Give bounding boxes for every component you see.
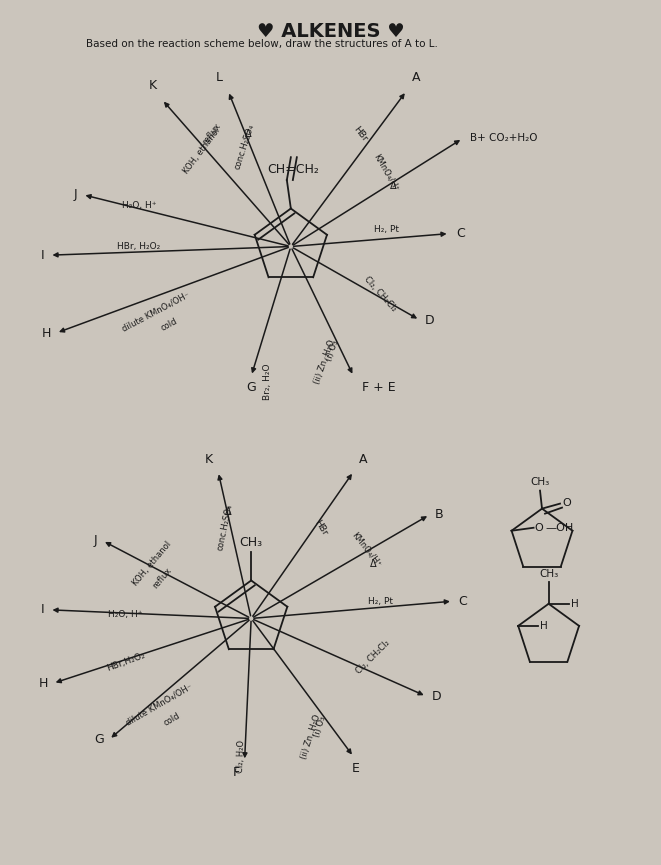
Text: G: G xyxy=(95,733,104,746)
Text: E: E xyxy=(352,762,360,775)
Text: H₂O, H⁺: H₂O, H⁺ xyxy=(108,610,143,618)
Text: Δ: Δ xyxy=(225,507,231,517)
Text: (i) O₃: (i) O₃ xyxy=(312,715,327,738)
Text: Δ: Δ xyxy=(245,129,251,139)
Text: Cl₂, H₂O: Cl₂, H₂O xyxy=(236,740,247,772)
Text: C: C xyxy=(457,227,465,240)
Text: CH₃: CH₃ xyxy=(530,477,550,487)
Text: HBr: HBr xyxy=(313,518,329,537)
Text: K: K xyxy=(149,80,157,93)
Text: H: H xyxy=(38,676,48,690)
Text: H: H xyxy=(42,326,51,340)
Text: Based on the reaction scheme below, draw the structures of A to L.: Based on the reaction scheme below, draw… xyxy=(86,39,438,49)
Text: Cl₂, CH₂Cl₂: Cl₂, CH₂Cl₂ xyxy=(362,275,398,313)
Text: CH₃: CH₃ xyxy=(539,569,559,579)
Text: (ii) Zn, H₂O: (ii) Zn, H₂O xyxy=(299,714,322,760)
Text: CH₃: CH₃ xyxy=(240,535,262,548)
Text: I: I xyxy=(41,603,44,617)
Text: J: J xyxy=(74,188,77,202)
Text: H₂, Pt: H₂, Pt xyxy=(368,597,393,605)
Text: HBr,H₂O₂: HBr,H₂O₂ xyxy=(105,650,146,673)
Text: F + E: F + E xyxy=(362,381,395,394)
Text: dilute KMnO₄/OH⁻: dilute KMnO₄/OH⁻ xyxy=(120,290,190,333)
Text: CH=CH₂: CH=CH₂ xyxy=(267,163,319,176)
Text: O: O xyxy=(535,522,543,533)
Text: C: C xyxy=(458,594,467,608)
Text: B: B xyxy=(435,508,444,522)
Text: H: H xyxy=(570,599,578,609)
Text: I: I xyxy=(41,248,44,262)
Text: A: A xyxy=(412,71,420,84)
Text: HBr, H₂O₂: HBr, H₂O₂ xyxy=(117,242,161,251)
Text: H₂, Pt: H₂, Pt xyxy=(374,225,399,234)
Text: G: G xyxy=(247,381,256,394)
Text: ♥ ALKENES ♥: ♥ ALKENES ♥ xyxy=(256,22,405,41)
Text: reflux: reflux xyxy=(200,122,223,146)
Text: Δ: Δ xyxy=(370,559,377,569)
Text: K: K xyxy=(205,453,213,466)
Text: conc.H₂SO₄: conc.H₂SO₄ xyxy=(215,503,234,552)
Text: dilute KMnO₄/OH⁻: dilute KMnO₄/OH⁻ xyxy=(124,682,194,727)
Text: cold: cold xyxy=(162,711,182,728)
Text: (i) O₃: (i) O₃ xyxy=(325,339,340,362)
Text: cold: cold xyxy=(159,317,178,332)
Text: KOH, ethanol: KOH, ethanol xyxy=(131,540,173,588)
Text: Cl₂, CH₂Cl₂: Cl₂, CH₂Cl₂ xyxy=(355,638,392,676)
Text: KMnO₄/H⁺: KMnO₄/H⁺ xyxy=(350,530,383,568)
Text: A: A xyxy=(359,453,367,466)
Text: KMnO₄/H⁺: KMnO₄/H⁺ xyxy=(372,152,401,194)
Text: conc.H₂SO₄: conc.H₂SO₄ xyxy=(233,123,256,171)
Text: KOH, ethanol: KOH, ethanol xyxy=(181,126,222,176)
Text: D: D xyxy=(425,313,434,327)
Text: H: H xyxy=(540,621,548,631)
Text: H₂O, H⁺: H₂O, H⁺ xyxy=(122,202,156,210)
Text: (ii) Zn, H₂O: (ii) Zn, H₂O xyxy=(313,338,337,385)
Text: F: F xyxy=(233,766,239,779)
Text: B+ CO₂+H₂O: B+ CO₂+H₂O xyxy=(470,133,537,144)
Text: —OH: —OH xyxy=(545,522,574,533)
Text: O: O xyxy=(562,497,570,508)
Text: HBr: HBr xyxy=(352,125,369,144)
Text: reflux: reflux xyxy=(151,566,173,590)
Text: Br₂, H₂O: Br₂, H₂O xyxy=(263,363,272,400)
Text: Δ: Δ xyxy=(390,181,397,191)
Text: J: J xyxy=(94,534,97,548)
Text: L: L xyxy=(216,71,223,84)
Text: D: D xyxy=(432,689,441,703)
